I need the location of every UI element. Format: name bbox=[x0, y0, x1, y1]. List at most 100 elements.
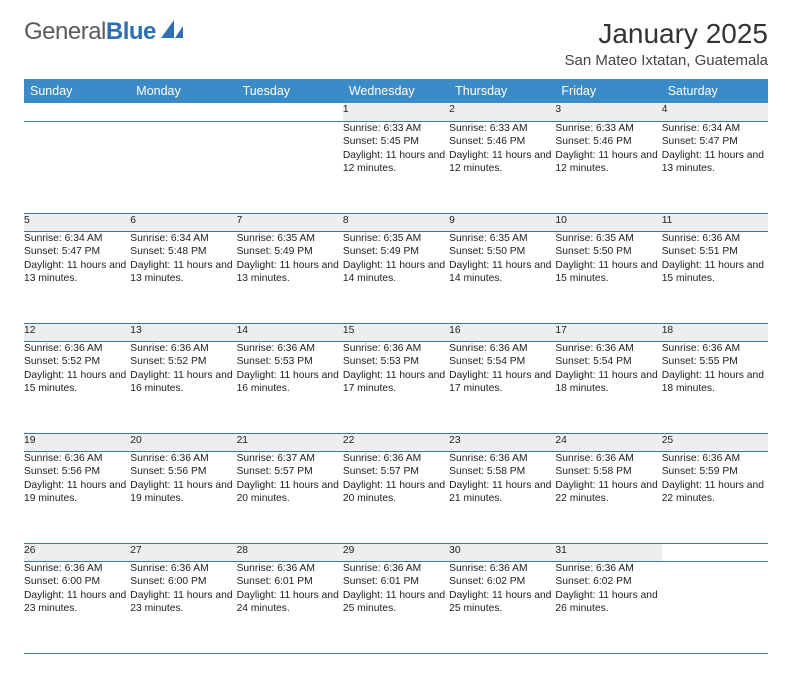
day-number-cell: 16 bbox=[449, 323, 555, 341]
day-number-cell: 27 bbox=[130, 543, 236, 561]
header: GeneralBlue January 2025 San Mateo Ixtat… bbox=[24, 18, 768, 69]
brand-text: GeneralBlue bbox=[24, 18, 156, 46]
day-number-cell: 29 bbox=[343, 543, 449, 561]
weekday-header: Friday bbox=[555, 79, 661, 103]
day-number-cell: 15 bbox=[343, 323, 449, 341]
day-data-cell: Sunrise: 6:36 AMSunset: 5:53 PMDaylight:… bbox=[237, 341, 343, 433]
weekday-header: Tuesday bbox=[237, 79, 343, 103]
sunset-text: Sunset: 5:56 PM bbox=[130, 465, 236, 479]
sunset-text: Sunset: 5:57 PM bbox=[343, 465, 449, 479]
day-data-cell: Sunrise: 6:36 AMSunset: 5:52 PMDaylight:… bbox=[24, 341, 130, 433]
sunset-text: Sunset: 5:52 PM bbox=[130, 355, 236, 369]
sunset-text: Sunset: 5:49 PM bbox=[343, 245, 449, 259]
daylight-text: Daylight: 11 hours and 17 minutes. bbox=[449, 369, 555, 396]
sunset-text: Sunset: 6:00 PM bbox=[24, 575, 130, 589]
calendar-table: SundayMondayTuesdayWednesdayThursdayFrid… bbox=[24, 79, 768, 654]
day-number-cell: 18 bbox=[662, 323, 768, 341]
sunrise-text: Sunrise: 6:36 AM bbox=[555, 452, 661, 466]
brand-logo: GeneralBlue bbox=[24, 18, 187, 46]
day-data-cell bbox=[237, 121, 343, 213]
day-data-cell: Sunrise: 6:34 AMSunset: 5:47 PMDaylight:… bbox=[662, 121, 768, 213]
day-number-cell bbox=[237, 103, 343, 121]
sunset-text: Sunset: 5:56 PM bbox=[24, 465, 130, 479]
day-number-cell: 12 bbox=[24, 323, 130, 341]
sunrise-text: Sunrise: 6:35 AM bbox=[449, 232, 555, 246]
sunset-text: Sunset: 6:02 PM bbox=[449, 575, 555, 589]
sunrise-text: Sunrise: 6:34 AM bbox=[662, 122, 768, 136]
day-data-cell: Sunrise: 6:33 AMSunset: 5:45 PMDaylight:… bbox=[343, 121, 449, 213]
sunset-text: Sunset: 5:48 PM bbox=[130, 245, 236, 259]
sunset-text: Sunset: 5:47 PM bbox=[662, 135, 768, 149]
day-data-cell: Sunrise: 6:36 AMSunset: 5:58 PMDaylight:… bbox=[449, 451, 555, 543]
day-data-cell: Sunrise: 6:35 AMSunset: 5:49 PMDaylight:… bbox=[343, 231, 449, 323]
day-number-cell: 14 bbox=[237, 323, 343, 341]
sunrise-text: Sunrise: 6:36 AM bbox=[343, 452, 449, 466]
weekday-header: Saturday bbox=[662, 79, 768, 103]
daylight-text: Daylight: 11 hours and 19 minutes. bbox=[130, 479, 236, 506]
sunset-text: Sunset: 5:59 PM bbox=[662, 465, 768, 479]
day-number-cell: 10 bbox=[555, 213, 661, 231]
sunset-text: Sunset: 5:47 PM bbox=[24, 245, 130, 259]
day-number-cell: 1 bbox=[343, 103, 449, 121]
month-title: January 2025 bbox=[565, 18, 768, 50]
day-number-cell: 8 bbox=[343, 213, 449, 231]
day-data-cell: Sunrise: 6:36 AMSunset: 5:56 PMDaylight:… bbox=[24, 451, 130, 543]
sunrise-text: Sunrise: 6:34 AM bbox=[24, 232, 130, 246]
day-number-cell: 4 bbox=[662, 103, 768, 121]
day-number-cell: 25 bbox=[662, 433, 768, 451]
daylight-text: Daylight: 11 hours and 19 minutes. bbox=[24, 479, 130, 506]
sunrise-text: Sunrise: 6:36 AM bbox=[237, 562, 343, 576]
day-data-row: Sunrise: 6:34 AMSunset: 5:47 PM Daylight:… bbox=[24, 231, 768, 323]
day-number-cell: 31 bbox=[555, 543, 661, 561]
day-number-cell: 26 bbox=[24, 543, 130, 561]
day-number-cell: 28 bbox=[237, 543, 343, 561]
day-number-cell: 7 bbox=[237, 213, 343, 231]
day-number-cell: 17 bbox=[555, 323, 661, 341]
sunrise-text: Sunrise: 6:36 AM bbox=[24, 562, 130, 576]
daylight-text: Daylight: 11 hours and 12 minutes. bbox=[555, 149, 661, 176]
location-label: San Mateo Ixtatan, Guatemala bbox=[565, 52, 768, 69]
sunset-text: Sunset: 5:49 PM bbox=[237, 245, 343, 259]
day-number-row: 262728293031 bbox=[24, 543, 768, 561]
day-number-cell bbox=[130, 103, 236, 121]
day-data-cell: Sunrise: 6:36 AMSunset: 6:02 PMDaylight:… bbox=[555, 561, 661, 653]
sunset-text: Sunset: 5:54 PM bbox=[555, 355, 661, 369]
day-data-cell: Sunrise: 6:36 AMSunset: 5:57 PMDaylight:… bbox=[343, 451, 449, 543]
day-data-cell bbox=[130, 121, 236, 213]
day-data-cell: Sunrise: 6:36 AMSunset: 5:53 PMDaylight:… bbox=[343, 341, 449, 433]
day-data-cell: Sunrise: 6:36 AMSunset: 5:55 PMDaylight:… bbox=[662, 341, 768, 433]
day-number-cell: 22 bbox=[343, 433, 449, 451]
daylight-text: Daylight: 11 hours and 14 minutes. bbox=[343, 259, 449, 286]
day-data-cell: Sunrise: 6:36 AMSunset: 5:54 PMDaylight:… bbox=[555, 341, 661, 433]
sunrise-text: Sunrise: 6:35 AM bbox=[237, 232, 343, 246]
sunrise-text: Sunrise: 6:36 AM bbox=[662, 452, 768, 466]
day-data-row: Sunrise: 6:36 AMSunset: 6:00 PMDaylight:… bbox=[24, 561, 768, 653]
daylight-text: Daylight: 11 hours and 12 minutes. bbox=[449, 149, 555, 176]
sunrise-text: Sunrise: 6:36 AM bbox=[24, 342, 130, 356]
sunrise-text: Sunrise: 6:36 AM bbox=[449, 562, 555, 576]
sunset-text: Sunset: 5:55 PM bbox=[662, 355, 768, 369]
sunset-text: Sunset: 5:50 PM bbox=[449, 245, 555, 259]
daylight-text: Daylight: 11 hours and 13 minutes. bbox=[237, 259, 343, 286]
calendar-body: 1234 Sunrise: 6:33 AMSunset: 5:45 PMDayl… bbox=[24, 103, 768, 653]
sunset-text: Sunset: 5:53 PM bbox=[237, 355, 343, 369]
day-number-row: 12131415161718 bbox=[24, 323, 768, 341]
sunrise-text: Sunrise: 6:36 AM bbox=[130, 342, 236, 356]
sunrise-text: Sunrise: 6:35 AM bbox=[343, 232, 449, 246]
sunset-text: Sunset: 5:53 PM bbox=[343, 355, 449, 369]
daylight-text: Daylight: 11 hours and 22 minutes. bbox=[555, 479, 661, 506]
day-data-cell: Sunrise: 6:36 AMSunset: 6:00 PMDaylight:… bbox=[130, 561, 236, 653]
daylight-text: Daylight: 11 hours and 16 minutes. bbox=[237, 369, 343, 396]
day-data-cell: Sunrise: 6:36 AMSunset: 5:54 PMDaylight:… bbox=[449, 341, 555, 433]
day-number-cell: 30 bbox=[449, 543, 555, 561]
sunrise-text: Sunrise: 6:33 AM bbox=[449, 122, 555, 136]
daylight-text: Daylight: 11 hours and 18 minutes. bbox=[662, 369, 768, 396]
brand-text-blue: Blue bbox=[106, 18, 156, 45]
day-number-cell: 5 bbox=[24, 213, 130, 231]
sunrise-text: Sunrise: 6:33 AM bbox=[555, 122, 661, 136]
sunset-text: Sunset: 5:52 PM bbox=[24, 355, 130, 369]
sunset-text: Sunset: 6:00 PM bbox=[130, 575, 236, 589]
sunset-text: Sunset: 5:58 PM bbox=[555, 465, 661, 479]
daylight-text: Daylight: 11 hours and 22 minutes. bbox=[662, 479, 768, 506]
title-block: January 2025 San Mateo Ixtatan, Guatemal… bbox=[565, 18, 768, 69]
